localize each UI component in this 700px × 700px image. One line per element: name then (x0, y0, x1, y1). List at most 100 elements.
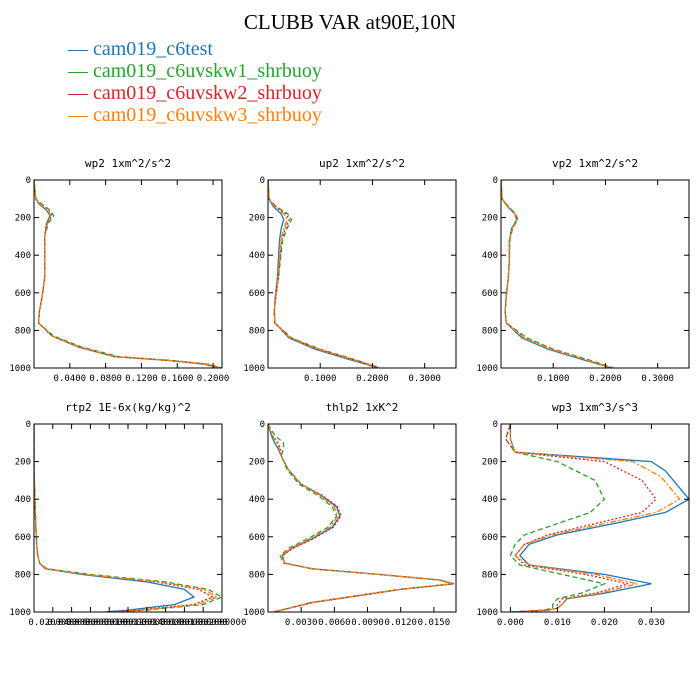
y-tick-label: 1000 (9, 364, 31, 374)
panel-5: thlp2 1xK^2 0 200 400 600 800 1000 0.0030 0.0060… (243, 401, 457, 628)
y-tick-label: 800 (249, 570, 265, 580)
y-tick-label: 400 (15, 495, 31, 505)
y-tick-label: 0 (493, 176, 498, 186)
plot-frame (267, 423, 457, 613)
series-line (501, 180, 611, 368)
legend: — cam019_c6test — cam019_c6uvskw1_shrbuo… (68, 38, 322, 126)
series-line (268, 180, 380, 368)
x-tick-label: 0.0060 (318, 618, 351, 628)
legend-entry-1: — cam019_c6test (68, 38, 213, 60)
x-tick-label: 0.3000 (641, 374, 674, 384)
panel-title: rtp2 1E-6x(kg/kg)^2 (65, 401, 191, 414)
series-line (268, 180, 379, 368)
x-tick-label: 0.2000 (356, 374, 389, 384)
panel-title: vp2 1xm^2/s^2 (552, 157, 638, 170)
y-tick-label: 400 (249, 251, 265, 261)
legend-entry-3: — cam019_c6uvskw2_shrbuoy (68, 82, 322, 104)
x-tick-label: 0.0800000 (85, 618, 134, 628)
series-line (504, 424, 657, 612)
panel-3: vp2 1xm^2/s^2 0 200 400 600 800 1000 0.1000 0.20… (476, 157, 690, 384)
series-line (501, 180, 613, 368)
x-tick-label: 0.2000 (197, 374, 230, 384)
plot-frame (267, 179, 457, 369)
y-tick-label: 1000 (476, 364, 498, 374)
y-tick-label: 400 (482, 251, 498, 261)
series-line (509, 424, 689, 612)
y-tick-label: 600 (249, 289, 265, 299)
x-tick-label: 0.1800000 (179, 618, 228, 628)
x-tick-label: 0.0800 (89, 374, 122, 384)
panel-title: wp2 1xm^2/s^2 (85, 157, 171, 170)
x-tick-label: 0.0090 (351, 618, 384, 628)
plot-frame (33, 423, 223, 613)
series-line (268, 424, 452, 612)
y-tick-label: 800 (15, 326, 31, 336)
panel-1: wp2 1xm^2/s^2 0 200 400 600 800 1000 0.0400 0.08… (9, 157, 229, 384)
x-tick-label: 0.2000000 (198, 618, 247, 628)
x-tick-label: 0.0200000 (28, 618, 77, 628)
x-tick-label: 0.0400000 (47, 618, 96, 628)
panel-title: up2 1xm^2/s^2 (319, 157, 405, 170)
y-tick-label: 600 (482, 533, 498, 543)
x-tick-label: 0.1400000 (141, 618, 190, 628)
x-tick-label: 0.3000 (408, 374, 441, 384)
plot-frame (500, 179, 690, 369)
series-line (268, 180, 381, 368)
series-line (501, 180, 612, 368)
x-tick-label: 0.010 (544, 618, 571, 628)
y-tick-label: 800 (15, 570, 31, 580)
series-line (268, 424, 454, 612)
y-tick-label: 600 (15, 533, 31, 543)
series-line (268, 424, 453, 612)
x-tick-label: 0.030 (638, 618, 665, 628)
legend-entry-4: — cam019_c6uvskw3_shrbuoy (68, 104, 322, 126)
y-tick-label: 1000 (9, 608, 31, 618)
figure-title: CLUBB VAR at90E,10N (243, 10, 457, 34)
x-tick-label: 0.0150 (418, 618, 451, 628)
series-line (509, 424, 681, 612)
legend-entry-2: — cam019_c6uvskw1_shrbuoy (68, 60, 322, 82)
y-tick-label: 800 (482, 570, 498, 580)
y-tick-label: 200 (15, 458, 31, 468)
x-tick-label: 0.1000 (537, 374, 570, 384)
series-line (34, 424, 222, 612)
panel-2: up2 1xm^2/s^2 0 200 400 600 800 1000 0.1000 0.20… (243, 157, 457, 384)
y-tick-label: 400 (249, 495, 265, 505)
x-tick-label: 0.0600000 (66, 618, 115, 628)
panel-title: thlp2 1xK^2 (326, 401, 399, 414)
y-tick-label: 200 (482, 458, 498, 468)
plot-frame (33, 179, 223, 369)
x-tick-label: 0.1600 (161, 374, 194, 384)
y-tick-label: 600 (482, 289, 498, 299)
y-tick-label: 400 (15, 251, 31, 261)
y-tick-label: 800 (482, 326, 498, 336)
series-line (34, 424, 215, 612)
series-line (34, 180, 222, 368)
series-line (501, 180, 614, 368)
y-tick-label: 200 (249, 458, 265, 468)
y-tick-label: 0 (493, 420, 498, 430)
y-tick-label: 1000 (243, 608, 265, 618)
x-tick-label: 0.020 (591, 618, 618, 628)
y-tick-label: 200 (249, 214, 265, 224)
x-tick-label: 0.1000 (304, 374, 337, 384)
x-tick-label: 0.1200 (125, 374, 158, 384)
series-line (268, 180, 378, 368)
x-tick-label: 0.1600000 (160, 618, 209, 628)
x-tick-label: 0.000 (497, 618, 524, 628)
y-tick-label: 600 (15, 289, 31, 299)
series-line (34, 424, 219, 612)
x-tick-label: 0.2000 (589, 374, 622, 384)
y-tick-label: 600 (249, 533, 265, 543)
y-tick-label: 200 (482, 214, 498, 224)
y-tick-label: 1000 (476, 608, 498, 618)
panel-6: wp3 1xm^3/s^3 0 200 400 600 800 10000.000 0.010… (476, 401, 690, 628)
panel-title: wp3 1xm^3/s^3 (552, 401, 638, 414)
y-tick-label: 0 (260, 420, 265, 430)
y-tick-label: 0 (26, 420, 31, 430)
x-tick-label: 0.0400 (54, 374, 87, 384)
y-tick-label: 800 (249, 326, 265, 336)
x-tick-label: 0.1000000 (104, 618, 153, 628)
series-line (268, 424, 454, 612)
